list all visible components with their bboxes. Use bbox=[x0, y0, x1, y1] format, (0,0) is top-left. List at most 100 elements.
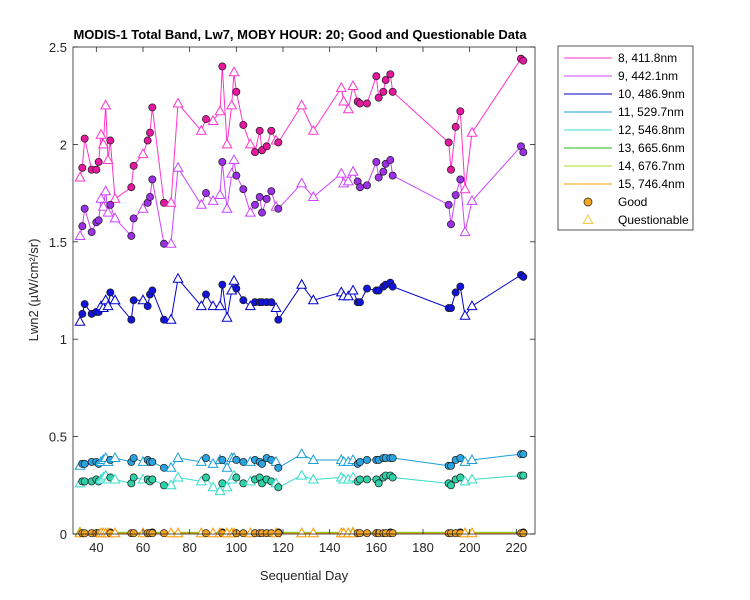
data-point-good bbox=[258, 459, 266, 468]
data-point-good bbox=[78, 222, 87, 231]
data-point-good bbox=[80, 459, 89, 468]
data-point-good bbox=[251, 148, 259, 157]
data-point-questionable bbox=[102, 206, 114, 217]
data-point-questionable bbox=[172, 471, 184, 482]
data-point-good bbox=[262, 142, 271, 151]
data-point-questionable bbox=[195, 198, 207, 209]
data-point-good bbox=[94, 216, 103, 225]
data-point-good bbox=[374, 93, 383, 102]
data-point-questionable bbox=[347, 284, 359, 295]
data-point-good bbox=[202, 473, 210, 482]
data-point-questionable bbox=[137, 294, 149, 305]
data-point-good bbox=[160, 239, 168, 248]
data-point-questionable bbox=[221, 202, 233, 213]
data-point-good bbox=[160, 198, 168, 207]
data-point-good bbox=[519, 272, 528, 281]
data-point-good bbox=[202, 454, 210, 462]
data-point-questionable bbox=[244, 206, 256, 217]
data-point-good bbox=[92, 165, 101, 174]
legend-label: 12, 546.8nm bbox=[618, 123, 685, 137]
data-point-questionable bbox=[307, 190, 319, 201]
y-tick-label: 1 bbox=[60, 332, 67, 347]
data-point-good bbox=[372, 72, 381, 81]
data-point-good bbox=[386, 70, 395, 79]
data-point-good bbox=[456, 175, 465, 184]
chart-title: MODIS-1 Total Band, Lw7, MOBY HOUR: 20; … bbox=[73, 27, 527, 42]
data-point-questionable bbox=[207, 527, 219, 538]
legend-label: Questionable bbox=[618, 213, 689, 227]
data-point-questionable bbox=[296, 448, 308, 459]
data-point-good bbox=[146, 193, 154, 201]
data-point-good bbox=[160, 529, 168, 538]
data-point-good bbox=[129, 296, 138, 305]
data-point-good bbox=[218, 157, 227, 166]
data-point-questionable bbox=[270, 301, 282, 312]
data-point-good bbox=[80, 300, 89, 309]
data-point-good bbox=[388, 171, 397, 180]
data-point-good bbox=[129, 529, 138, 538]
data-point-good bbox=[274, 204, 283, 213]
data-point-questionable bbox=[102, 153, 114, 164]
data-point-good bbox=[363, 99, 371, 108]
data-point-questionable bbox=[228, 153, 240, 164]
x-axis-label: Sequential Day bbox=[260, 568, 349, 583]
data-point-good bbox=[106, 136, 115, 145]
data-point-questionable bbox=[307, 124, 319, 135]
x-tick-label: 220 bbox=[505, 540, 527, 555]
data-point-good bbox=[80, 134, 89, 143]
data-point-questionable bbox=[74, 229, 86, 240]
data-point-questionable bbox=[459, 309, 471, 320]
data-point-questionable bbox=[172, 272, 184, 283]
data-point-questionable bbox=[137, 202, 149, 213]
data-point-questionable bbox=[347, 165, 359, 176]
y-tick-label: 0.5 bbox=[49, 430, 67, 445]
data-point-good bbox=[451, 122, 460, 131]
data-point-questionable bbox=[214, 300, 226, 311]
data-point-questionable bbox=[226, 99, 238, 110]
data-point-good bbox=[148, 286, 157, 295]
data-point-questionable bbox=[459, 527, 471, 538]
y-tick-label: 2 bbox=[60, 137, 67, 152]
data-point-good bbox=[519, 450, 528, 459]
data-point-good bbox=[129, 473, 138, 482]
x-tick-label: 40 bbox=[89, 540, 103, 555]
x-tick-label: 80 bbox=[182, 540, 196, 555]
data-point-questionable bbox=[296, 99, 308, 110]
data-point-questionable bbox=[221, 481, 233, 492]
data-point-good bbox=[148, 475, 157, 484]
data-point-questionable bbox=[296, 278, 308, 289]
data-point-good bbox=[148, 529, 157, 538]
data-point-good bbox=[388, 282, 397, 291]
data-point-good bbox=[374, 479, 383, 488]
data-point-good bbox=[379, 167, 388, 176]
data-point-good bbox=[106, 200, 115, 209]
data-point-good bbox=[386, 156, 395, 164]
data-point-good bbox=[239, 529, 248, 538]
data-point-good bbox=[87, 228, 96, 237]
data-point-good bbox=[363, 456, 371, 464]
data-point-questionable bbox=[296, 469, 308, 480]
data-point-good bbox=[356, 457, 364, 466]
data-point-good bbox=[148, 457, 157, 466]
data-point-good bbox=[381, 76, 390, 85]
data-point-questionable bbox=[109, 294, 121, 305]
legend: 8, 411.8nm 9, 442.1nm 10, 486.9nm 11, 529.7… bbox=[557, 45, 694, 231]
data-point-questionable bbox=[466, 126, 478, 137]
data-point-good bbox=[451, 288, 460, 297]
data-point-good bbox=[127, 232, 136, 240]
data-point-questionable bbox=[221, 461, 233, 472]
legend-marker-good bbox=[583, 197, 593, 207]
data-point-good bbox=[239, 185, 248, 194]
data-point-questionable bbox=[172, 161, 184, 172]
data-point-good bbox=[356, 529, 364, 538]
data-point-questionable bbox=[296, 527, 308, 538]
data-point-good bbox=[80, 204, 89, 213]
x-tick-label: 180 bbox=[412, 540, 434, 555]
data-point-good bbox=[519, 471, 528, 480]
data-point-questionable bbox=[137, 148, 149, 159]
data-point-questionable bbox=[244, 138, 256, 149]
data-point-good bbox=[388, 473, 397, 482]
data-point-good bbox=[218, 456, 227, 464]
data-point-questionable bbox=[165, 313, 177, 324]
